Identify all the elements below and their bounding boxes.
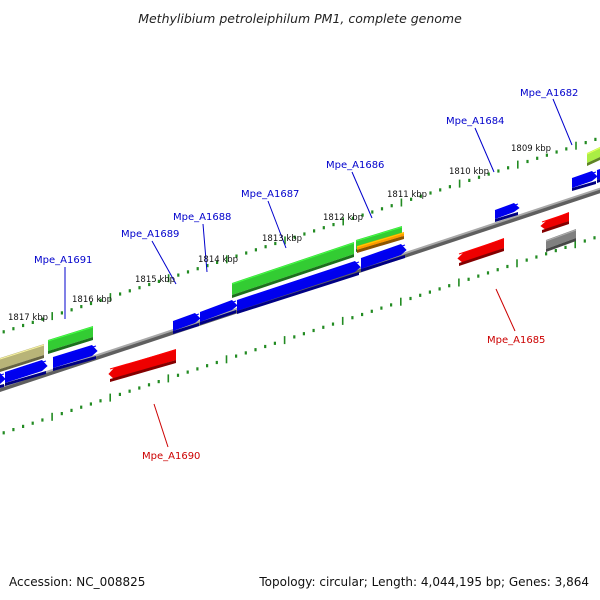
kbp-label-1816: 1816 kbp xyxy=(72,295,112,305)
gene-block-blue-1[interactable] xyxy=(4,360,48,386)
gene-block-blue-2[interactable] xyxy=(52,345,98,371)
gene-block-orange[interactable] xyxy=(356,232,405,253)
gene-label-mpe-a1685[interactable]: Mpe_A1685 xyxy=(487,335,545,346)
gene-block-olive[interactable] xyxy=(0,344,45,372)
callout-mpe-a1688 xyxy=(202,223,208,273)
genome-summary-text: Topology: circular; Length: 4,044,195 bp… xyxy=(258,575,589,589)
kbp-label-1810: 1810 kbp xyxy=(449,167,489,177)
gene-block-blue-edge[interactable] xyxy=(0,373,6,388)
callout-mpe-a1687 xyxy=(267,200,287,249)
gene-label-mpe-a1690[interactable]: Mpe_A1690 xyxy=(142,451,200,462)
gene-block-mpe-a1691[interactable] xyxy=(47,326,94,354)
gene-block-blue-3[interactable] xyxy=(571,171,598,191)
kbp-label-1811: 1811 kbp xyxy=(387,190,427,200)
callout-mpe-a1686 xyxy=(351,171,373,219)
gene-block-mpe-a1686[interactable] xyxy=(360,244,407,272)
gene-label-mpe-a1684[interactable]: Mpe_A1684 xyxy=(446,116,504,127)
callout-mpe-a1685 xyxy=(495,288,516,332)
callout-mpe-a1689 xyxy=(151,240,177,285)
gene-label-mpe-a1682[interactable]: Mpe_A1682 xyxy=(520,88,578,99)
gene-block-blue-edge-right[interactable] xyxy=(596,169,600,183)
gene-label-mpe-a1691[interactable]: Mpe_A1691 xyxy=(34,255,92,266)
kbp-label-1817: 1817 kbp xyxy=(8,313,48,323)
gene-blocks xyxy=(0,147,600,388)
callout-lines xyxy=(64,98,573,448)
gene-label-mpe-a1688[interactable]: Mpe_A1688 xyxy=(173,212,231,223)
track-area xyxy=(0,98,600,448)
gene-block-blue-long[interactable] xyxy=(236,261,361,314)
kbp-scale-bottom xyxy=(2,236,596,435)
kbp-label-1815: 1815 kbp xyxy=(135,275,175,285)
gene-block-mpe-a1688[interactable] xyxy=(199,300,238,325)
kbp-scale-top xyxy=(2,137,597,334)
gene-block-red-small[interactable] xyxy=(540,212,570,233)
callout-mpe-a1690 xyxy=(153,403,169,448)
gene-block-mpe-a1682[interactable] xyxy=(586,147,600,166)
gene-block-mpe-a1690[interactable] xyxy=(108,349,177,382)
gene-block-mpe-a1689[interactable] xyxy=(172,313,201,334)
gene-block-mpe-a1685[interactable] xyxy=(457,238,505,266)
gene-label-mpe-a1686[interactable]: Mpe_A1686 xyxy=(326,160,384,171)
gene-label-mpe-a1687[interactable]: Mpe_A1687 xyxy=(241,189,299,200)
callout-mpe-a1684 xyxy=(474,127,495,173)
gene-block-mpe-a1687[interactable] xyxy=(231,242,355,298)
gene-block-gray[interactable] xyxy=(545,229,577,252)
gene-label-mpe-a1689[interactable]: Mpe_A1689 xyxy=(121,229,179,240)
map-title: Methylibium petroleiphilum PM1, complete… xyxy=(138,11,462,26)
accession-text: Accession: NC_008825 xyxy=(9,575,145,589)
callout-mpe-a1682 xyxy=(552,98,573,146)
gene-block-mpe-a1684[interactable] xyxy=(494,203,520,222)
kbp-label-1812: 1812 kbp xyxy=(323,213,363,223)
kbp-label-1814: 1814 kbp xyxy=(198,255,238,265)
kbp-label-1809: 1809 kbp xyxy=(511,144,551,154)
kbp-label-1813: 1813 kbp xyxy=(262,234,302,244)
